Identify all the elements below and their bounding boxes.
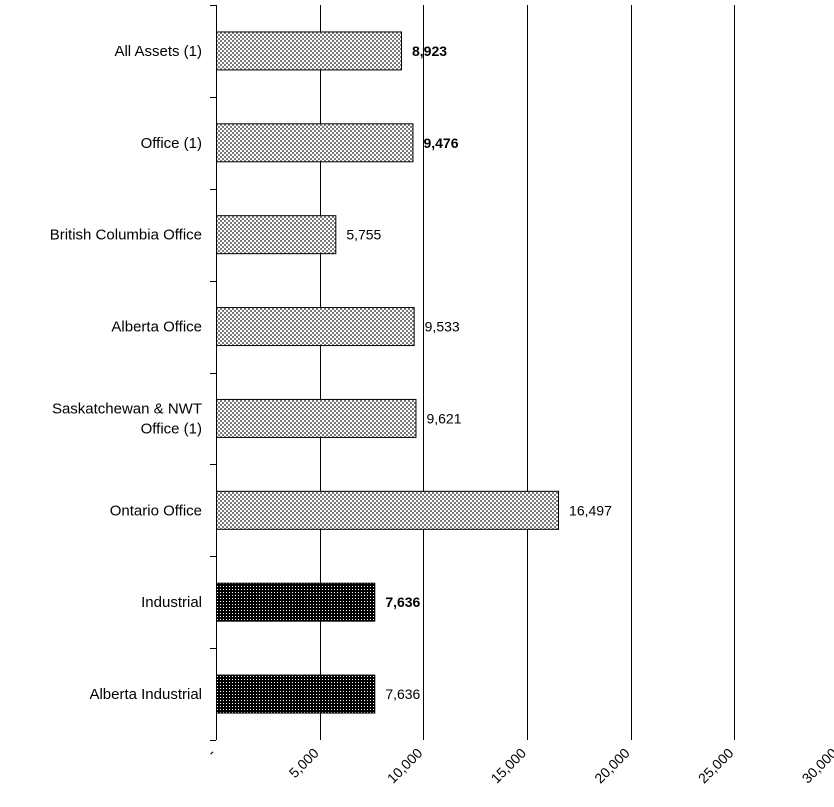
category-label-2: British Columbia Office (50, 227, 202, 244)
x-tick-label-2: 10,000 (384, 745, 426, 787)
category-label-0: All Assets (1) (114, 43, 202, 60)
value-label-1: 9,476 (423, 135, 458, 151)
labels: All Assets (1) 8,923 Office (1) 9,476 Britis… (50, 43, 834, 786)
bar-7 (216, 674, 376, 714)
value-label-2: 5,755 (346, 227, 381, 243)
x-tick-label-6: 30,000 (799, 745, 834, 787)
bar-3 (216, 307, 415, 347)
bar-1 (216, 123, 414, 163)
value-label-4: 9,621 (426, 410, 461, 426)
category-label-7: Alberta Industrial (89, 686, 202, 703)
bar-0 (216, 31, 403, 71)
category-label-3: Alberta Office (111, 319, 202, 336)
gridlines (320, 5, 735, 740)
bar-2 (216, 215, 337, 255)
category-label-4: Saskatchewan & NWT Office (1) (52, 400, 202, 437)
category-label-1: Office (1) (141, 135, 202, 152)
x-tick-label-1: 5,000 (286, 745, 322, 781)
value-label-7: 7,636 (385, 686, 420, 702)
x-tick-label-5: 25,000 (695, 745, 737, 787)
x-tick-label-0: - (204, 745, 219, 760)
x-tick-label-4: 20,000 (591, 745, 633, 787)
x-tick-label-3: 15,000 (488, 745, 530, 787)
value-label-5: 16,497 (569, 502, 612, 518)
value-label-0: 8,923 (412, 43, 447, 59)
bars (216, 31, 560, 714)
category-label-6: Industrial (141, 594, 202, 611)
axes (210, 5, 217, 741)
bar-5 (216, 490, 560, 530)
bar-6 (216, 582, 376, 622)
value-label-3: 9,533 (425, 319, 460, 335)
bar-4 (216, 398, 417, 438)
category-label-5: Ontario Office (110, 502, 202, 519)
value-label-6: 7,636 (385, 594, 420, 610)
